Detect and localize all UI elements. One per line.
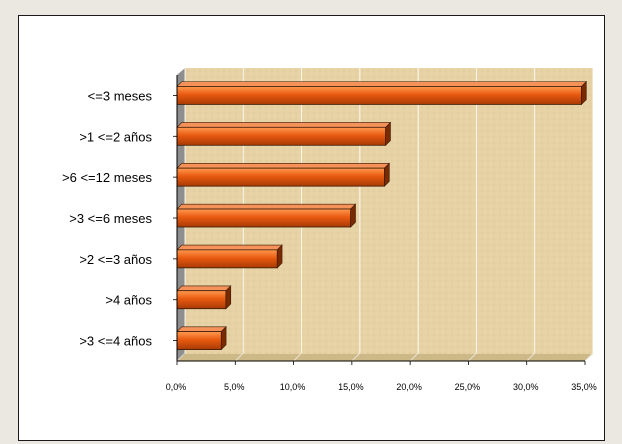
gridline-floor	[409, 352, 419, 362]
bar-top-face	[176, 81, 588, 87]
bar-front-face	[176, 208, 352, 228]
bar-end-face	[384, 162, 390, 187]
bar-front-face	[176, 249, 278, 269]
bar-top-face	[176, 285, 232, 292]
bar-end-face	[350, 203, 356, 228]
bar-top-face	[176, 163, 391, 169]
bar-top-face	[176, 326, 227, 332]
x-tick-label: 30,0%	[513, 382, 539, 392]
gridline-floor	[176, 352, 186, 362]
bar	[176, 203, 357, 228]
x-tick-label: 35,0%	[571, 382, 597, 392]
category-label: >1 <=2 años	[79, 129, 152, 144]
x-tick-label: 25,0%	[455, 382, 481, 392]
bar-top-face	[176, 244, 283, 251]
bar	[176, 162, 391, 187]
bar-top-face	[176, 203, 357, 210]
bar-front-face	[176, 126, 387, 146]
bar-end-face	[581, 80, 587, 106]
bar-front-face	[176, 331, 222, 350]
bar	[176, 244, 283, 269]
gridline-floor	[293, 352, 302, 362]
bar	[176, 326, 227, 351]
x-tick-label: 15,0%	[338, 382, 364, 392]
category-label: >4 años	[105, 293, 152, 308]
gridline-floor	[468, 352, 477, 362]
x-tick-label: 0,0%	[166, 382, 187, 392]
gridline-floor	[234, 352, 244, 362]
bar-front-face	[176, 290, 227, 310]
category-label: >3 <=4 años	[79, 334, 152, 349]
bar-chart: <=3 meses >1 <=2 años >6 <=12 meses >3 <=6 …	[62, 67, 597, 392]
bar	[176, 285, 232, 310]
bar-end-face	[276, 244, 283, 269]
gridline-floor	[351, 352, 361, 362]
category-label: >2 <=3 años	[79, 252, 152, 267]
bar-end-face	[220, 326, 227, 351]
gridline-floor	[584, 352, 594, 362]
chart-panel: <=3 meses >1 <=2 años >6 <=12 meses >3 <=6 …	[18, 15, 605, 441]
plot-background-floor	[177, 354, 593, 361]
bar-end-face	[385, 121, 391, 147]
bar-front-face	[176, 86, 582, 105]
bar-front-face	[176, 167, 385, 187]
bar-top-face	[176, 122, 392, 128]
bar	[176, 80, 588, 106]
gridline-floor	[526, 352, 536, 362]
category-label: >3 <=6 meses	[69, 211, 152, 226]
x-tick-label: 20,0%	[396, 382, 422, 392]
x-tick-label: 5,0%	[224, 382, 245, 392]
category-label: <=3 meses	[88, 88, 153, 103]
x-tick-label: 10,0%	[280, 382, 306, 392]
category-label: >6 <=12 meses	[62, 170, 152, 185]
bar	[176, 121, 392, 147]
bar-end-face	[225, 285, 232, 310]
